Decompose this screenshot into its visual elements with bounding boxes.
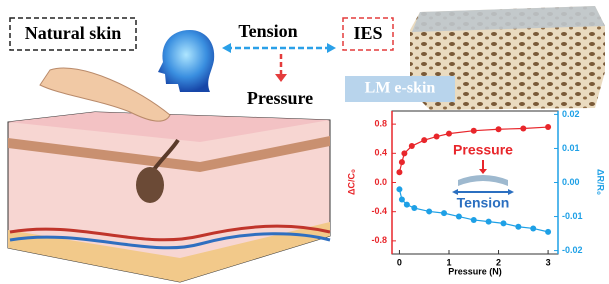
y-tick-label: 0.0 <box>374 177 387 187</box>
strip <box>458 175 508 186</box>
point <box>441 210 447 216</box>
y2-tick-label: 0.01 <box>562 143 580 153</box>
point <box>515 224 521 230</box>
y2-tick-label: -0.01 <box>562 211 583 221</box>
arrowhead <box>275 74 287 82</box>
x-axis-label: Pressure (N) <box>448 266 502 276</box>
point <box>434 134 440 140</box>
label: Natural skin <box>25 23 122 43</box>
y-tick-label: -0.8 <box>371 235 387 245</box>
annotation: Pressure <box>453 142 513 158</box>
follicle <box>136 167 164 203</box>
point <box>471 217 477 223</box>
y-tick-label: -0.4 <box>371 206 387 216</box>
point <box>396 169 402 175</box>
point <box>401 150 407 156</box>
y2-tick-label: -0.02 <box>562 245 583 255</box>
y2-tick-label: 0.00 <box>562 177 580 187</box>
y-tick-label: 0.8 <box>374 119 387 129</box>
point <box>399 197 405 203</box>
chart: Pressure Tension Pressure (N) ΔC/C₀ ΔR/R… <box>346 109 605 277</box>
point <box>409 143 415 149</box>
y2-axis-label: ΔR/R₀ <box>596 169 606 195</box>
x-tick-label: 3 <box>546 257 551 267</box>
annotation: Tension <box>457 195 510 211</box>
point <box>404 202 410 208</box>
point <box>446 131 452 137</box>
point <box>500 220 506 226</box>
label: Tension <box>238 21 297 41</box>
point <box>426 208 432 214</box>
point <box>486 219 492 225</box>
x-tick-label: 0 <box>397 257 402 267</box>
y2-tick-label: 0.02 <box>562 109 580 119</box>
point <box>421 137 427 143</box>
label: Pressure <box>247 88 313 108</box>
figure: Natural skin Tension Pressure IES LM e-s… <box>0 0 609 284</box>
head-icon <box>158 30 214 92</box>
point <box>399 159 405 165</box>
point <box>396 186 402 192</box>
point <box>456 214 462 220</box>
x-tick-label: 1 <box>446 257 451 267</box>
arrowhead <box>479 169 487 174</box>
point <box>545 229 551 235</box>
point <box>411 205 417 211</box>
y-axis-label: ΔC/C₀ <box>346 169 356 195</box>
point <box>496 126 502 132</box>
label: LM e-skin <box>365 80 436 97</box>
point <box>520 126 526 132</box>
point <box>471 128 477 134</box>
point <box>545 124 551 130</box>
x-tick-label: 2 <box>496 257 501 267</box>
label: IES <box>353 23 382 43</box>
y-tick-label: 0.4 <box>374 148 387 158</box>
point <box>530 225 536 231</box>
